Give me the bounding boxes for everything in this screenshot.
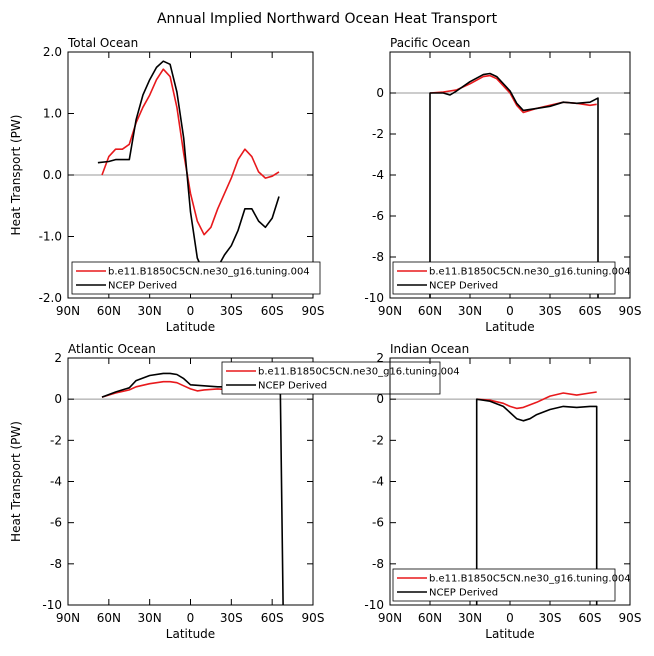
- x-tick-label: 30N: [458, 304, 482, 318]
- panel-title: Atlantic Ocean: [68, 342, 156, 356]
- x-tick-label: 90N: [378, 611, 402, 625]
- y-axis-label: Heat Transport (PW): [9, 115, 23, 236]
- chart-panel-3: 90N 60N 30N 0 30S 60S 90S -10 -8 -6 -4 -2 0 2 Atlantic…: [9, 342, 460, 641]
- y-tick-label: -8: [50, 557, 62, 571]
- panel-title: Pacific Ocean: [390, 36, 470, 50]
- y-tick-label: -2.0: [39, 291, 62, 305]
- legend-box: [392, 568, 616, 602]
- x-axis-label: Latitude: [166, 320, 215, 334]
- plot-frame: [389, 51, 631, 299]
- x-tick-label: 90N: [56, 304, 80, 318]
- legend-label: NCEP Derived: [258, 381, 327, 392]
- x-axis-label: Latitude: [485, 627, 534, 641]
- legend-label: NCEP Derived: [429, 281, 498, 292]
- legend-label: b.e11.B1850C5CN.ne30_g16.tuning.004: [108, 267, 310, 278]
- panel-title: Indian Ocean: [390, 342, 469, 356]
- y-tick-label: 2.0: [43, 45, 62, 59]
- x-tick-label: 30S: [539, 304, 562, 318]
- legend-label: b.e11.B1850C5CN.ne30_g16.tuning.004: [429, 267, 631, 278]
- panel-title: Total Ocean: [67, 36, 138, 50]
- y-tick-label: -2: [372, 127, 384, 141]
- x-tick-label: 30N: [138, 304, 162, 318]
- panels: 90N 60N 30N 0 30S 60S 90S -2.0 -1.0 0.0 1.0 2.0 Tota…: [9, 36, 641, 641]
- x-tick-label: 60S: [261, 304, 284, 318]
- y-tick-label: -4: [372, 475, 384, 489]
- series-line-model: [429, 74, 597, 114]
- legend-label: NCEP Derived: [429, 588, 498, 599]
- plot-frame: [389, 357, 631, 606]
- x-tick-label: 0: [187, 304, 195, 318]
- x-tick-label: 90S: [302, 304, 325, 318]
- x-tick-label: 90S: [619, 611, 642, 625]
- x-axis-label: Latitude: [166, 627, 215, 641]
- x-tick-label: 60N: [97, 304, 121, 318]
- legend: b.e11.B1850C5CN.ne30_g16.tuning.004 NCEP …: [71, 261, 321, 295]
- y-tick-label: 0: [376, 86, 384, 100]
- x-tick-label: 90N: [56, 611, 80, 625]
- y-tick-label: -4: [50, 475, 62, 489]
- chart-panel-1: 90N 60N 30N 0 30S 60S 90S -2.0 -1.0 0.0 1.0 2.0 Tota…: [9, 36, 324, 334]
- legend-label: b.e11.B1850C5CN.ne30_g16.tuning.004: [258, 367, 460, 378]
- y-tick-label: 0.0: [43, 168, 62, 182]
- legend-box: [71, 261, 321, 295]
- series-line-model: [101, 68, 280, 236]
- y-tick-label: -6: [372, 209, 384, 223]
- x-tick-label: 90N: [378, 304, 402, 318]
- chart-panel-2: 90N 60N 30N 0 30S 60S 90S -10 -8 -6 -4 -2 0 Pacific O…: [364, 36, 641, 334]
- x-tick-label: 60N: [418, 304, 442, 318]
- x-tick-label: 30N: [458, 611, 482, 625]
- legend-label: NCEP Derived: [108, 281, 177, 292]
- legend-label: b.e11.B1850C5CN.ne30_g16.tuning.004: [429, 574, 631, 585]
- y-tick-label: 2: [376, 351, 384, 365]
- y-tick-label: -6: [50, 516, 62, 530]
- x-tick-label: 0: [187, 611, 195, 625]
- chart-panel-4: 90N 60N 30N 0 30S 60S 90S -10 -8 -6 -4 -2 0 2 Indian O…: [364, 342, 641, 641]
- x-axis-label: Latitude: [485, 320, 534, 334]
- x-tick-label: 60N: [97, 611, 121, 625]
- x-tick-label: 30N: [138, 611, 162, 625]
- y-tick-label: -6: [372, 516, 384, 530]
- y-tick-label: -10: [42, 598, 62, 612]
- y-tick-label: 1.0: [43, 107, 62, 121]
- y-tick-label: 0: [376, 392, 384, 406]
- x-tick-label: 90S: [619, 304, 642, 318]
- legend: b.e11.B1850C5CN.ne30_g16.tuning.004 NCEP …: [392, 261, 631, 295]
- figure-title: Annual Implied Northward Ocean Heat Tran…: [157, 11, 498, 27]
- x-tick-label: 60S: [579, 611, 602, 625]
- series-line-ncep: [429, 72, 599, 298]
- y-tick-label: -2: [372, 433, 384, 447]
- legend-box: [221, 361, 441, 395]
- x-tick-label: 0: [506, 304, 514, 318]
- y-tick-label: -2: [50, 433, 62, 447]
- series-line-model: [476, 391, 597, 410]
- series-line-ncep: [475, 398, 598, 605]
- y-tick-label: -10: [364, 598, 384, 612]
- series-line-ncep: [97, 60, 280, 276]
- y-tick-label: -4: [372, 168, 384, 182]
- legend-box: [392, 261, 616, 295]
- y-tick-label: 2: [54, 351, 62, 365]
- legend: b.e11.B1850C5CN.ne30_g16.tuning.004 NCEP …: [221, 361, 460, 395]
- y-tick-label: -8: [372, 557, 384, 571]
- y-axis-label: Heat Transport (PW): [9, 421, 23, 542]
- x-tick-label: 60N: [418, 611, 442, 625]
- x-tick-label: 60S: [261, 611, 284, 625]
- y-tick-label: -10: [364, 291, 384, 305]
- x-tick-label: 30S: [220, 304, 243, 318]
- x-tick-label: 30S: [220, 611, 243, 625]
- x-tick-label: 60S: [579, 304, 602, 318]
- y-tick-label: -8: [372, 250, 384, 264]
- legend: b.e11.B1850C5CN.ne30_g16.tuning.004 NCEP …: [392, 568, 631, 602]
- y-tick-label: -1.0: [39, 230, 62, 244]
- x-tick-label: 90S: [302, 611, 325, 625]
- plot-frame: [67, 357, 314, 606]
- x-tick-label: 0: [506, 611, 514, 625]
- series-line-ncep: [101, 372, 284, 606]
- y-tick-label: 0: [54, 392, 62, 406]
- x-tick-label: 30S: [539, 611, 562, 625]
